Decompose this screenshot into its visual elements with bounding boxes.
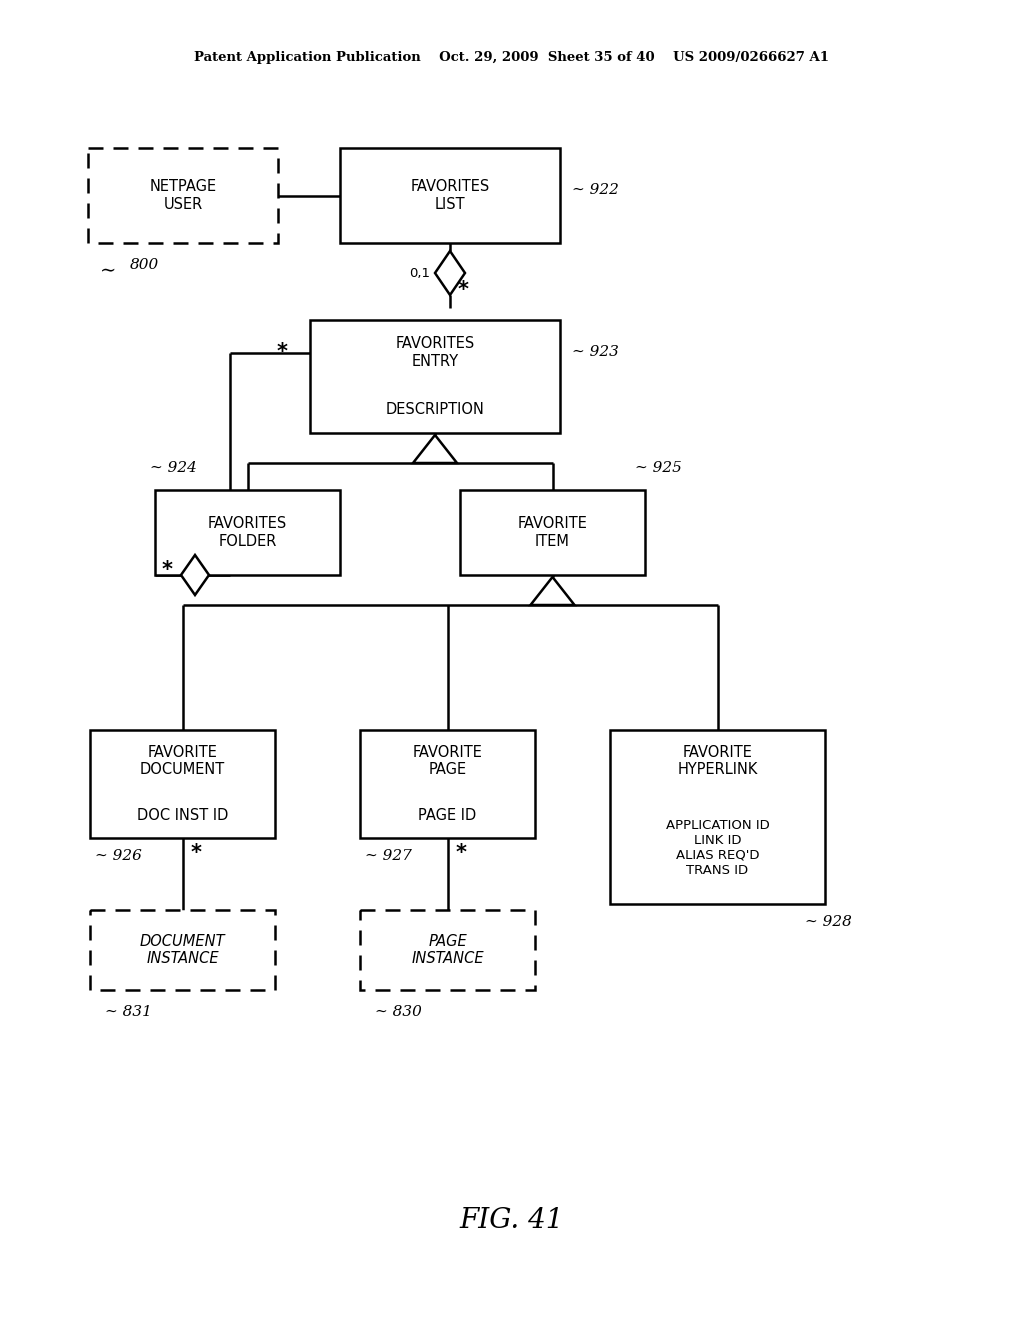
Text: PAGE ID: PAGE ID [419,808,476,822]
Polygon shape [181,554,209,595]
Text: 800: 800 [130,257,160,272]
Text: ∼ 924: ∼ 924 [150,461,197,475]
Text: ∼ 926: ∼ 926 [95,849,142,863]
Text: DESCRIPTION: DESCRIPTION [386,401,484,417]
Text: ∼ 927: ∼ 927 [365,849,412,863]
Bar [310,319,560,433]
Text: ∼ 922: ∼ 922 [572,183,618,198]
Polygon shape [413,436,457,463]
Text: FAVORITES
FOLDER: FAVORITES FOLDER [208,516,287,549]
Text: DOCUMENT
INSTANCE: DOCUMENT INSTANCE [139,933,225,966]
Text: ∼ 830: ∼ 830 [375,1005,422,1019]
Text: *: * [190,843,202,863]
Bar [340,148,560,243]
Text: FAVORITE
ITEM: FAVORITE ITEM [517,516,588,549]
Text: ∼ 928: ∼ 928 [805,915,852,929]
Text: FAVORITE
PAGE: FAVORITE PAGE [413,744,482,777]
Text: *: * [458,280,469,300]
Text: NETPAGE
USER: NETPAGE USER [150,180,216,211]
Text: FIG. 41: FIG. 41 [460,1206,564,1233]
Polygon shape [435,251,465,294]
Text: FAVORITE
HYPERLINK: FAVORITE HYPERLINK [677,744,758,777]
Text: 0,1: 0,1 [409,267,430,280]
Text: *: * [278,342,288,363]
Text: FAVORITE
DOCUMENT: FAVORITE DOCUMENT [140,744,225,777]
Text: *: * [456,843,467,863]
Text: FAVORITES
ENTRY: FAVORITES ENTRY [395,337,475,368]
Bar [155,490,340,576]
Bar [360,909,535,990]
Bar [460,490,645,576]
Bar [610,730,825,904]
Text: ∼ 923: ∼ 923 [572,346,618,359]
Text: Patent Application Publication    Oct. 29, 2009  Sheet 35 of 40    US 2009/02666: Patent Application Publication Oct. 29, … [195,51,829,65]
Text: ∼: ∼ [99,261,116,280]
Text: ∼ 831: ∼ 831 [105,1005,152,1019]
Text: APPLICATION ID
LINK ID
ALIAS REQ'D
TRANS ID: APPLICATION ID LINK ID ALIAS REQ'D TRANS… [666,818,769,876]
Text: FAVORITES
LIST: FAVORITES LIST [411,180,489,211]
Text: *: * [162,560,173,579]
Bar [360,730,535,838]
Bar [90,730,275,838]
Bar [88,148,278,243]
Polygon shape [530,577,574,605]
Bar [90,909,275,990]
Text: DOC INST ID: DOC INST ID [137,808,228,822]
Text: PAGE
INSTANCE: PAGE INSTANCE [412,933,483,966]
Text: ∼ 925: ∼ 925 [635,461,682,475]
